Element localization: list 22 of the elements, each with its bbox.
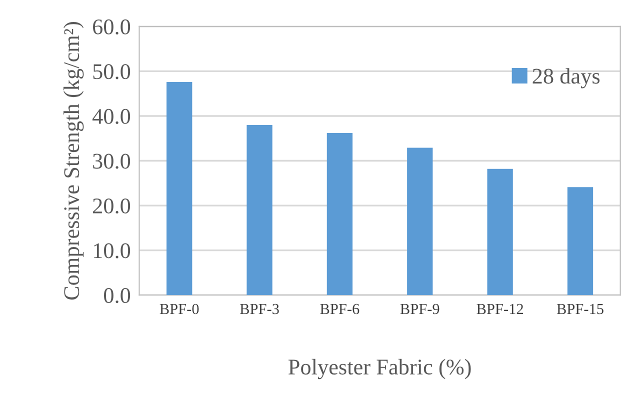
x-axis-title: Polyester Fabric (%) [288,358,471,380]
x-tick-label: BPF-3 [240,304,279,314]
bar [567,187,594,296]
y-tick-label: 10.0 [94,243,130,258]
y-tick-label: 30.0 [93,154,130,169]
bar [487,168,513,296]
y-axis-title: Compressive Strength (kg/cm²) [63,22,84,300]
bar [246,124,272,296]
legend-label: 28 days [532,68,600,88]
bar [407,148,433,296]
x-tick-label: BPF-6 [320,304,360,314]
x-tick-label: BPF-15 [556,304,604,314]
y-tick-label: 0.0 [104,288,130,304]
x-tick-label: BPF-0 [160,304,199,314]
x-tick-label: BPF-9 [400,304,440,314]
bar [166,82,192,296]
y-tick-label: 40.0 [92,108,130,124]
y-tick-label: 20.0 [93,198,130,214]
y-tick-label: 60.0 [92,19,130,34]
y-tick-label: 50.0 [93,64,130,80]
bar [326,133,353,296]
x-tick-label: BPF-12 [476,304,524,314]
